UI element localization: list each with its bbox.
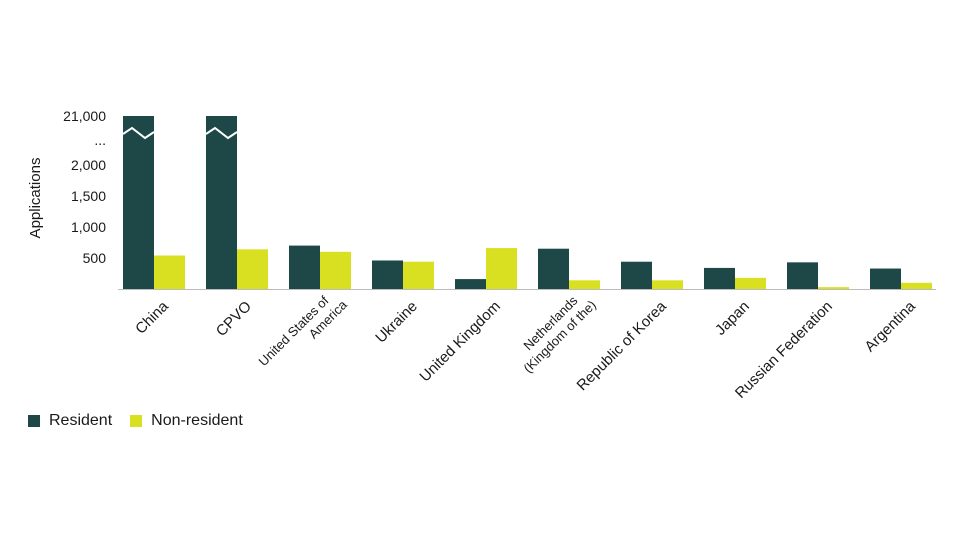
x-tick-label: Japan <box>712 298 753 339</box>
axis-break-mark <box>205 126 238 140</box>
x-tick-label: United Kingdom <box>416 298 503 385</box>
axis-break-mark <box>122 126 155 140</box>
x-tick-text: Ukraine <box>372 298 421 347</box>
legend-item-resident: Resident <box>28 412 112 430</box>
legend-swatch-resident <box>28 415 40 427</box>
x-tick-text: United Kingdom <box>416 298 503 385</box>
bar-non-resident <box>403 261 434 289</box>
bar-non-resident <box>818 287 849 289</box>
bar-resident <box>206 116 237 289</box>
legend: Resident Non-resident <box>28 412 261 430</box>
x-tick-label: Argentina <box>861 297 919 355</box>
legend-item-non-resident: Non-resident <box>130 412 243 430</box>
bars <box>122 116 932 289</box>
bar-non-resident <box>901 282 932 289</box>
y-tick-label: 1,500 <box>71 188 106 204</box>
x-tick-label: CPVO <box>213 298 255 340</box>
y-axis-ticks: 500 1,000 1,500 2,000... 21,000 <box>63 108 106 266</box>
bar-resident <box>870 268 901 289</box>
bar-resident <box>704 267 735 289</box>
bar-resident <box>289 245 320 289</box>
bar-non-resident <box>320 251 351 289</box>
y-tick-label: 500 <box>83 250 107 266</box>
bar-resident <box>538 248 569 289</box>
x-tick-text: Argentina <box>861 297 919 355</box>
bar-resident <box>372 260 403 289</box>
x-tick-text: Japan <box>712 298 753 339</box>
y-axis-label: Applications <box>27 158 44 239</box>
x-tick-label: Ukraine <box>372 298 421 347</box>
x-axis-labels: China CPVO United States ofAmerica UkraineU… <box>132 285 919 400</box>
bar-non-resident <box>652 280 683 289</box>
bar-resident <box>455 279 486 289</box>
bar-resident <box>123 116 154 289</box>
x-tick-text: China <box>132 297 172 337</box>
bar-resident <box>787 262 818 289</box>
legend-label-resident: Resident <box>49 412 113 429</box>
bar-non-resident <box>486 248 517 289</box>
x-tick-label: United States ofAmerica <box>256 285 351 380</box>
bar-non-resident <box>237 249 268 289</box>
x-tick-label: Netherlands(Kingdom of the) <box>509 286 599 376</box>
x-tick-text: CPVO <box>213 298 255 340</box>
y-tick-label: 1,000 <box>71 219 106 235</box>
bar-non-resident <box>154 255 185 289</box>
x-tick-text: Netherlands(Kingdom of the) <box>509 286 599 376</box>
x-tick-label: China <box>132 297 172 337</box>
x-tick-text: United States ofAmerica <box>256 285 351 380</box>
bar-non-resident <box>569 280 600 289</box>
legend-label-non-resident: Non-resident <box>151 412 243 429</box>
bar-resident <box>621 261 652 289</box>
bar-non-resident <box>735 277 766 289</box>
legend-swatch-non-resident <box>130 415 143 427</box>
y-tick-label: 2,000 <box>71 157 106 173</box>
y-tick-label: 21,000 <box>63 108 106 124</box>
y-tick-label: ... <box>94 132 106 148</box>
